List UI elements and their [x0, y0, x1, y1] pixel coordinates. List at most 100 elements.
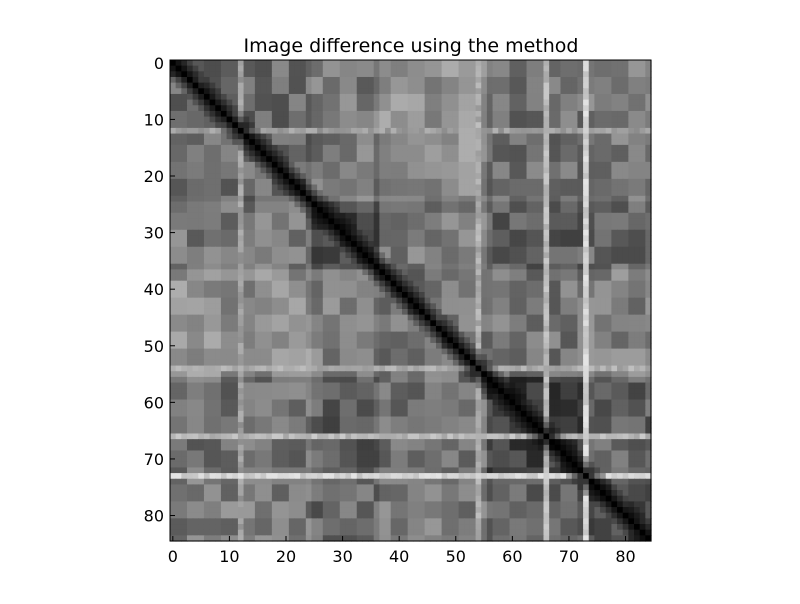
heatmap-cell — [322, 150, 330, 157]
heatmap-cell — [605, 110, 612, 118]
heatmap-cell — [379, 388, 386, 395]
heatmap-cell — [209, 348, 216, 355]
heatmap-cell — [543, 173, 550, 180]
heatmap-cell — [458, 371, 465, 378]
heatmap-cell — [566, 99, 573, 106]
heatmap-cell — [543, 297, 550, 304]
heatmap-cell — [351, 331, 358, 338]
heatmap-cell — [622, 224, 629, 231]
heatmap-cell — [560, 110, 567, 118]
heatmap-cell — [515, 195, 522, 203]
heatmap-cell — [645, 275, 652, 282]
heatmap-cell — [594, 258, 601, 265]
heatmap-cell — [305, 60, 313, 67]
heatmap-cell — [458, 376, 465, 384]
heatmap-cell — [634, 195, 641, 203]
heatmap-cell — [492, 252, 499, 259]
heatmap-cell — [260, 218, 267, 225]
heatmap-cell — [311, 184, 318, 191]
heatmap-cell — [271, 359, 279, 367]
heatmap-cell — [300, 297, 307, 304]
heatmap-cell — [271, 224, 279, 231]
heatmap-cell — [588, 263, 596, 270]
heatmap-cell — [368, 269, 375, 276]
heatmap-cell — [368, 308, 375, 316]
heatmap-cell — [622, 235, 629, 242]
heatmap-cell — [526, 184, 533, 191]
heatmap-cell — [356, 127, 363, 135]
heatmap-cell — [373, 320, 380, 327]
heatmap-cell — [373, 348, 380, 355]
heatmap-cell — [192, 365, 199, 372]
heatmap-cell — [475, 229, 482, 237]
heatmap-cell — [498, 303, 505, 310]
heatmap-cell — [396, 173, 403, 180]
heatmap-cell — [464, 76, 471, 84]
heatmap-cell — [328, 82, 335, 89]
heatmap-cell — [192, 320, 199, 327]
heatmap-cell — [198, 269, 205, 276]
heatmap-cell — [328, 235, 335, 242]
heatmap-cell — [600, 382, 607, 389]
heatmap-cell — [260, 320, 267, 327]
heatmap-cell — [198, 314, 205, 321]
heatmap-cell — [509, 348, 516, 355]
heatmap-cell — [396, 195, 403, 203]
heatmap-cell — [549, 212, 556, 220]
heatmap-cell — [464, 246, 471, 253]
heatmap-cell — [605, 269, 612, 276]
heatmap-cell — [232, 161, 239, 169]
heatmap-cell — [447, 60, 454, 67]
heatmap-cell — [226, 190, 233, 197]
heatmap-cell — [492, 258, 499, 265]
heatmap-cell — [317, 229, 324, 237]
heatmap-cell — [271, 241, 279, 248]
heatmap-cell — [549, 207, 556, 214]
heatmap-cell — [254, 359, 262, 367]
heatmap-cell — [249, 190, 256, 197]
heatmap-cell — [441, 292, 448, 299]
heatmap-cell — [226, 354, 233, 361]
heatmap-cell — [266, 218, 273, 225]
heatmap-cell — [288, 127, 296, 135]
heatmap-cell — [368, 292, 375, 299]
heatmap-cell — [277, 292, 284, 299]
heatmap-cell — [407, 190, 414, 197]
heatmap-cell — [322, 133, 330, 140]
heatmap-cell — [198, 71, 205, 78]
heatmap-cell — [520, 241, 528, 248]
heatmap-cell — [368, 359, 375, 367]
heatmap-cell — [351, 342, 358, 350]
heatmap-cell — [203, 156, 211, 163]
heatmap-cell — [198, 235, 205, 242]
heatmap-cell — [430, 82, 437, 89]
heatmap-cell — [373, 105, 380, 112]
heatmap-cell — [305, 65, 313, 72]
heatmap-cell — [305, 382, 313, 389]
heatmap-cell — [345, 263, 352, 270]
heatmap-cell — [209, 127, 216, 135]
heatmap-cell — [186, 201, 194, 208]
heatmap-cell — [356, 173, 363, 180]
heatmap-cell — [328, 337, 335, 344]
heatmap-cell — [243, 263, 250, 270]
heatmap-cell — [628, 150, 635, 157]
heatmap-cell — [452, 116, 460, 123]
heatmap-cell — [249, 150, 256, 157]
heatmap-cell — [430, 150, 437, 157]
heatmap-cell — [413, 241, 420, 248]
heatmap-cell — [526, 297, 533, 304]
heatmap-cell — [413, 139, 420, 146]
heatmap-cell — [311, 337, 318, 344]
heatmap-cell — [402, 246, 409, 253]
heatmap-cell — [277, 105, 284, 112]
heatmap-cell — [577, 207, 584, 214]
heatmap-cell — [532, 224, 539, 231]
heatmap-cell — [209, 190, 216, 197]
heatmap-cell — [288, 229, 296, 237]
heatmap-cell — [356, 218, 363, 225]
heatmap-cell — [203, 82, 211, 89]
heatmap-cell — [520, 82, 528, 89]
heatmap-cell — [170, 88, 177, 95]
heatmap-cell — [345, 246, 352, 253]
